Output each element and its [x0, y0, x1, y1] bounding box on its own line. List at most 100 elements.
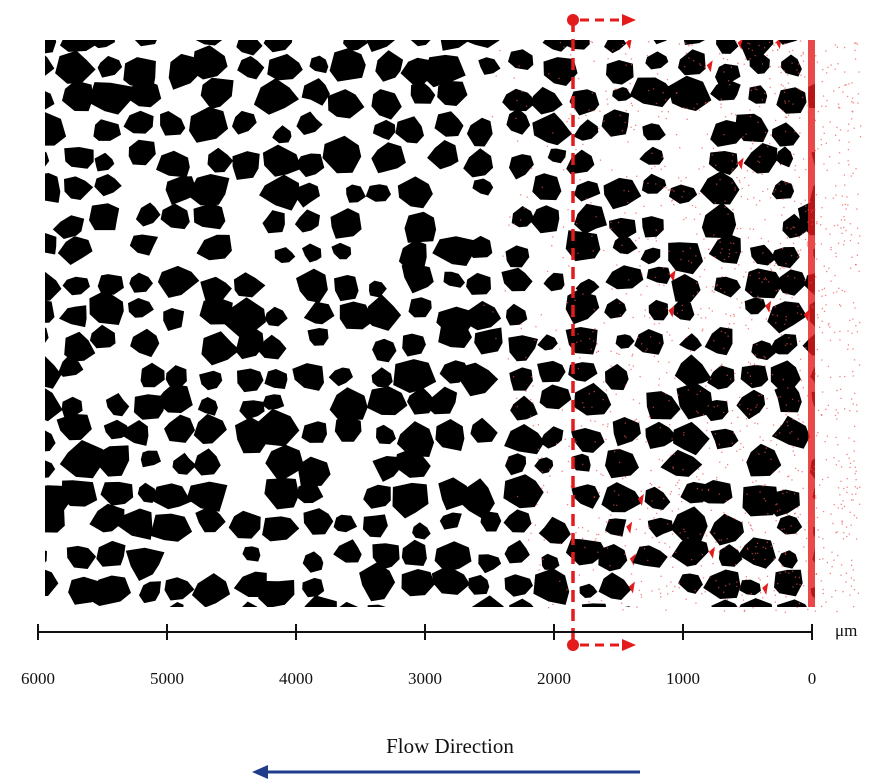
unit-label: μm: [835, 621, 857, 640]
dye-dot: [804, 238, 807, 240]
dye-dot: [758, 358, 760, 360]
tick-label: 2000: [537, 669, 571, 688]
dye-dot: [792, 185, 794, 187]
dye-dot: [591, 92, 593, 94]
dye-dot: [713, 532, 716, 534]
dye-dot: [696, 103, 698, 105]
dye-dot: [827, 66, 829, 69]
grain: [302, 243, 322, 263]
tick-label: 5000: [150, 669, 184, 688]
grain: [64, 331, 96, 362]
grain: [711, 599, 738, 607]
dye-dot: [627, 89, 629, 91]
dye-dot: [590, 420, 592, 422]
dye-dot: [859, 136, 862, 138]
dye-dot: [566, 120, 568, 123]
dye-dot: [678, 43, 680, 45]
grain: [605, 363, 629, 391]
grain: [164, 577, 195, 601]
dye-dot: [751, 552, 753, 555]
dye-dot: [821, 207, 823, 209]
grain: [134, 40, 157, 47]
dye-dot: [693, 107, 695, 109]
dye-dot: [759, 436, 761, 438]
dye-dot: [841, 232, 843, 234]
grain: [296, 481, 324, 504]
grain: [45, 91, 55, 110]
dye-dot: [683, 431, 685, 434]
dye-dot: [852, 370, 854, 373]
dye-dot: [754, 422, 756, 424]
dye-dot: [735, 40, 737, 43]
dye-dot: [582, 143, 584, 146]
grain: [569, 89, 600, 116]
dye-dot: [847, 95, 849, 98]
dye-dot: [766, 541, 768, 543]
dye-dot: [715, 285, 717, 287]
grain: [264, 478, 300, 510]
dye-dot: [773, 44, 775, 46]
dye-dot: [800, 74, 802, 76]
dye-dot: [856, 517, 858, 519]
dye-dot: [577, 527, 580, 529]
dye-dot: [769, 197, 772, 199]
dye-dot: [835, 185, 837, 187]
grain: [369, 280, 387, 298]
dye-dot: [842, 538, 844, 540]
grain: [62, 276, 90, 296]
dye-dot: [683, 190, 685, 193]
dye-dot: [773, 264, 776, 267]
tick-label: 6000: [21, 669, 55, 688]
dye-dot: [778, 550, 780, 553]
dye-dot: [743, 63, 745, 65]
dye-dot: [621, 602, 623, 604]
dye-dot: [811, 209, 813, 211]
dye-dot: [728, 256, 730, 258]
dye-dot: [830, 249, 832, 251]
dye-dot: [631, 64, 633, 66]
grain: [437, 80, 468, 106]
grain: [392, 482, 429, 519]
dye-dot: [663, 186, 665, 188]
dye-dot: [785, 596, 787, 598]
dye-dot: [655, 183, 657, 185]
dye-dot: [814, 208, 816, 211]
grain: [775, 146, 794, 168]
grain: [239, 400, 265, 420]
dye-dot: [833, 457, 835, 459]
dye-dot: [602, 424, 604, 426]
dye-dot: [850, 524, 852, 526]
grain: [604, 298, 627, 319]
grain: [648, 299, 669, 321]
dye-dot: [562, 257, 564, 259]
grain: [813, 248, 815, 259]
dye-dot: [681, 501, 683, 503]
dye-dot: [858, 71, 860, 73]
dye-dot: [690, 262, 693, 264]
dye-dot: [635, 124, 637, 126]
dye-dot: [641, 343, 643, 345]
dye-dot: [648, 41, 650, 43]
dye-dot: [606, 98, 608, 100]
dye-dot: [711, 154, 713, 156]
grain: [45, 388, 63, 422]
dye-dot: [693, 60, 695, 62]
dye-dot: [730, 113, 733, 115]
grain: [568, 362, 598, 382]
grain: [304, 595, 337, 607]
dye-dot: [845, 208, 847, 210]
grain: [259, 608, 285, 630]
grain: [45, 173, 61, 203]
dye-dot: [621, 244, 623, 246]
dye-patch: [762, 582, 769, 595]
dye-dot: [784, 611, 786, 613]
dye-dot: [664, 542, 666, 544]
dye-dot: [769, 65, 772, 68]
dye-dot: [726, 374, 728, 376]
dye-dot: [790, 228, 792, 230]
dye-dot: [761, 173, 763, 175]
dye-dot: [512, 376, 515, 378]
dye-dot: [820, 414, 822, 416]
dye-dot: [811, 146, 813, 149]
dye-dot: [829, 326, 831, 328]
